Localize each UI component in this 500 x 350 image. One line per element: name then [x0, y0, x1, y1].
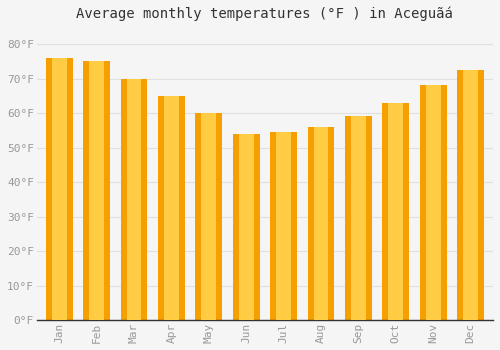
Bar	[232, 134, 260, 320]
Bar	[351, 117, 366, 320]
Bar	[196, 113, 222, 320]
Bar	[164, 96, 179, 320]
Bar	[276, 132, 291, 320]
Bar	[46, 58, 72, 320]
Bar	[120, 78, 148, 320]
Bar	[388, 103, 403, 320]
Bar	[345, 117, 372, 320]
Bar	[83, 61, 110, 320]
Bar	[382, 103, 409, 320]
Bar	[270, 132, 297, 320]
Bar	[463, 70, 478, 320]
Bar	[426, 85, 440, 320]
Title: Average monthly temperatures (°F ) in Aceguãá: Average monthly temperatures (°F ) in Ac…	[76, 7, 454, 21]
Bar	[126, 78, 142, 320]
Bar	[457, 70, 484, 320]
Bar	[158, 96, 185, 320]
Bar	[52, 58, 66, 320]
Bar	[420, 85, 446, 320]
Bar	[239, 134, 254, 320]
Bar	[308, 127, 334, 320]
Bar	[202, 113, 216, 320]
Bar	[89, 61, 104, 320]
Bar	[314, 127, 328, 320]
